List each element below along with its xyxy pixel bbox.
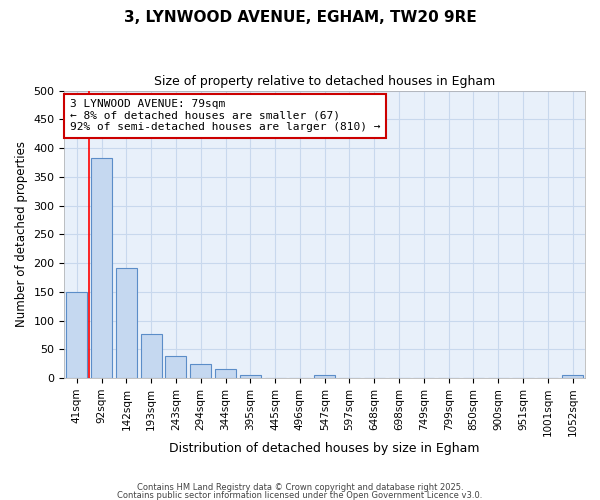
Bar xyxy=(66,292,88,378)
Bar xyxy=(91,158,112,378)
Bar xyxy=(314,375,335,378)
X-axis label: Distribution of detached houses by size in Egham: Distribution of detached houses by size … xyxy=(169,442,480,455)
Text: Contains public sector information licensed under the Open Government Licence v3: Contains public sector information licen… xyxy=(118,490,482,500)
Bar xyxy=(190,364,211,378)
Bar xyxy=(140,334,162,378)
Title: Size of property relative to detached houses in Egham: Size of property relative to detached ho… xyxy=(154,75,496,88)
Bar xyxy=(166,356,187,378)
Text: 3 LYNWOOD AVENUE: 79sqm
← 8% of detached houses are smaller (67)
92% of semi-det: 3 LYNWOOD AVENUE: 79sqm ← 8% of detached… xyxy=(70,99,380,132)
Text: 3, LYNWOOD AVENUE, EGHAM, TW20 9RE: 3, LYNWOOD AVENUE, EGHAM, TW20 9RE xyxy=(124,10,476,25)
Y-axis label: Number of detached properties: Number of detached properties xyxy=(15,142,28,328)
Bar xyxy=(562,375,583,378)
Bar xyxy=(215,369,236,378)
Text: Contains HM Land Registry data © Crown copyright and database right 2025.: Contains HM Land Registry data © Crown c… xyxy=(137,484,463,492)
Bar xyxy=(116,268,137,378)
Bar xyxy=(240,374,261,378)
